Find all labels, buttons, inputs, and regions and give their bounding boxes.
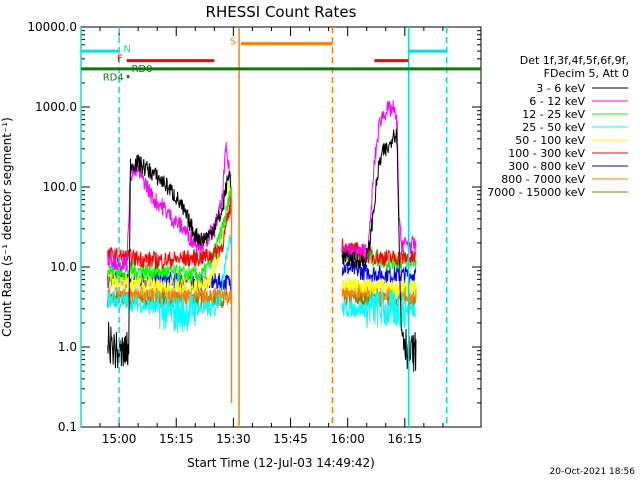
legend-label: 6 - 12 keV	[529, 95, 585, 108]
flag-label: S	[230, 37, 236, 48]
legend-label: 100 - 300 keV	[508, 147, 585, 160]
x-axis-label: Start Time (12-Jul-03 14:49:42)	[187, 456, 375, 470]
legend-label: 3 - 6 keV	[536, 82, 585, 95]
legend-label: 25 - 50 keV	[522, 121, 585, 134]
series-line	[107, 154, 232, 369]
y-tick-label: 1.0	[58, 340, 77, 354]
flag-label: RD0	[131, 64, 152, 75]
chart-title: RHESSI Count Rates	[206, 3, 357, 21]
plot-frame	[80, 26, 482, 428]
legend-label: 7000 - 15000 keV	[487, 186, 585, 199]
flag-label: N	[123, 44, 130, 55]
series-line	[341, 100, 417, 261]
y-axis-label: Count Rate (s⁻¹ detector segment⁻¹)	[0, 117, 14, 337]
legend-header-2: FDecim 5, Att 0	[544, 67, 629, 80]
x-tick-label: 16:15	[388, 432, 423, 446]
y-tick-label: 0.1	[58, 420, 77, 434]
y-tick-label: 100.0	[43, 180, 77, 194]
series-line	[107, 196, 232, 271]
x-tick-label: 15:45	[273, 432, 308, 446]
timestamp: 20-Oct-2021 18:56	[550, 467, 636, 477]
series-line	[107, 142, 232, 273]
series-line	[107, 171, 232, 295]
x-tick-label: 15:30	[216, 432, 251, 446]
y-tick-label: 10000.0	[27, 20, 77, 34]
x-tick-label: 15:15	[159, 432, 194, 446]
legend-header-1: Det 1f,3f,4f,5f,6f,9f,	[520, 54, 629, 67]
series-line	[341, 261, 417, 284]
x-tick-label: 15:00	[102, 432, 137, 446]
flag-label: F	[117, 54, 123, 65]
series-line	[107, 234, 232, 334]
y-tick-label: 1000.0	[35, 100, 77, 114]
series-line	[341, 289, 417, 329]
legend-label: 12 - 25 keV	[522, 108, 585, 121]
y-tick-label: 10.0	[50, 260, 77, 274]
series-line	[341, 128, 417, 372]
series-line	[341, 276, 417, 297]
legend-label: 800 - 7000 keV	[501, 173, 585, 186]
flag-label: RD4	[103, 73, 124, 84]
legend-label: 50 - 100 keV	[515, 134, 585, 147]
legend-label: 300 - 800 keV	[508, 160, 585, 173]
x-tick-label: 16:00	[330, 432, 365, 446]
series-line	[107, 286, 232, 307]
